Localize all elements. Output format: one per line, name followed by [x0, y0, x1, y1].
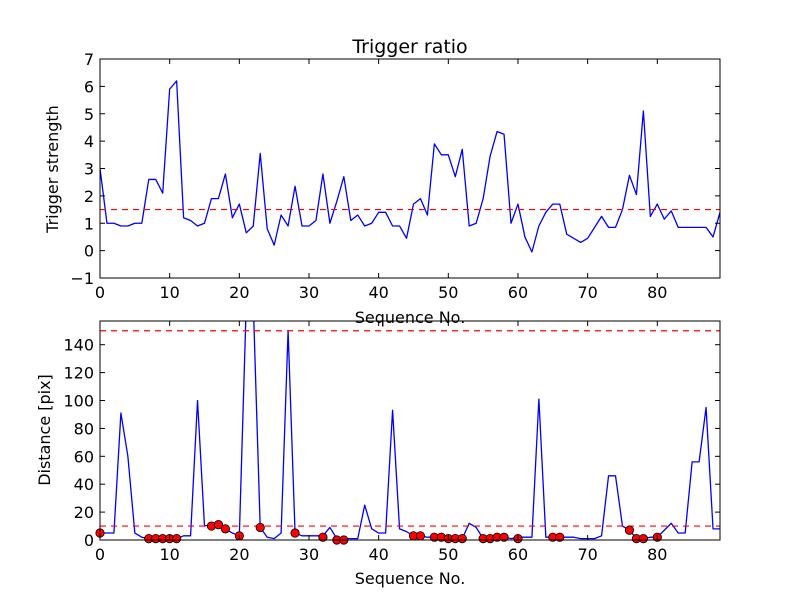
y-tick-label: 60 — [74, 447, 94, 466]
y-tick-label: 0 — [84, 242, 94, 261]
y-tick-label: 1 — [84, 214, 94, 233]
y-tick-label: 40 — [74, 475, 94, 494]
plot-area — [100, 80, 720, 253]
x-tick-label: 70 — [577, 545, 597, 564]
y-axis-label: Trigger strength — [43, 105, 62, 234]
data-point — [318, 532, 328, 542]
data-point — [290, 528, 300, 538]
x-tick-label: 10 — [159, 283, 179, 302]
x-tick-label: 80 — [647, 283, 667, 302]
y-tick-label: 2 — [84, 187, 94, 206]
x-tick-label: 20 — [229, 545, 249, 564]
y-tick-label: 140 — [63, 336, 94, 355]
trigger-ratio-chart: Trigger ratio Trigger strength Sequence … — [43, 36, 721, 327]
x-tick-label: 30 — [299, 283, 319, 302]
data-point — [499, 532, 509, 542]
y-tick-label: 4 — [84, 132, 94, 151]
x-tick-label: 40 — [368, 545, 388, 564]
x-tick-label: 80 — [647, 545, 667, 564]
data-point — [555, 532, 565, 542]
y-tick-label: 20 — [74, 503, 94, 522]
data-point — [415, 531, 426, 541]
y-tick-label: 7 — [84, 50, 94, 69]
x-tick-label: 40 — [368, 283, 388, 302]
distance-chart: Distance [pix] Sequence No. 0 10 20 30 40 50 6… — [35, 320, 721, 588]
data-point — [457, 534, 467, 544]
x-tick-label: 20 — [229, 283, 249, 302]
x-axis-label: Sequence No. — [355, 569, 466, 588]
x-tick-label: 0 — [95, 545, 105, 564]
data-point — [255, 522, 265, 533]
x-tick-label: 50 — [438, 545, 458, 564]
data-point — [220, 524, 230, 534]
y-axis-label: Distance [pix] — [35, 374, 54, 486]
y-tick-label: 0 — [84, 531, 94, 550]
x-tick-label: 30 — [299, 545, 319, 564]
chart-title: Trigger ratio — [351, 36, 467, 58]
y-tick-label: 3 — [84, 160, 94, 179]
y-tick-label: 100 — [63, 392, 94, 411]
x-tick-label: 60 — [508, 283, 528, 302]
data-point — [624, 525, 635, 535]
x-tick-label: 0 — [95, 283, 105, 302]
y-tick-label: 5 — [84, 105, 94, 124]
x-tick-label: 50 — [438, 283, 458, 302]
x-tick-label: 60 — [508, 545, 528, 564]
y-tick-label: 6 — [84, 77, 94, 96]
y-tick-label: 120 — [63, 364, 94, 383]
axes-frame — [99, 320, 721, 541]
x-tick-label: 70 — [577, 283, 597, 302]
data-point — [638, 534, 648, 544]
series-line — [100, 80, 720, 253]
data-point — [213, 520, 224, 530]
data-point — [172, 534, 182, 544]
x-axis-label: Sequence No. — [355, 308, 466, 327]
y-tick-label: −1 — [70, 269, 94, 288]
x-tick-label: 10 — [159, 545, 179, 564]
y-tick-label: 80 — [74, 419, 94, 438]
